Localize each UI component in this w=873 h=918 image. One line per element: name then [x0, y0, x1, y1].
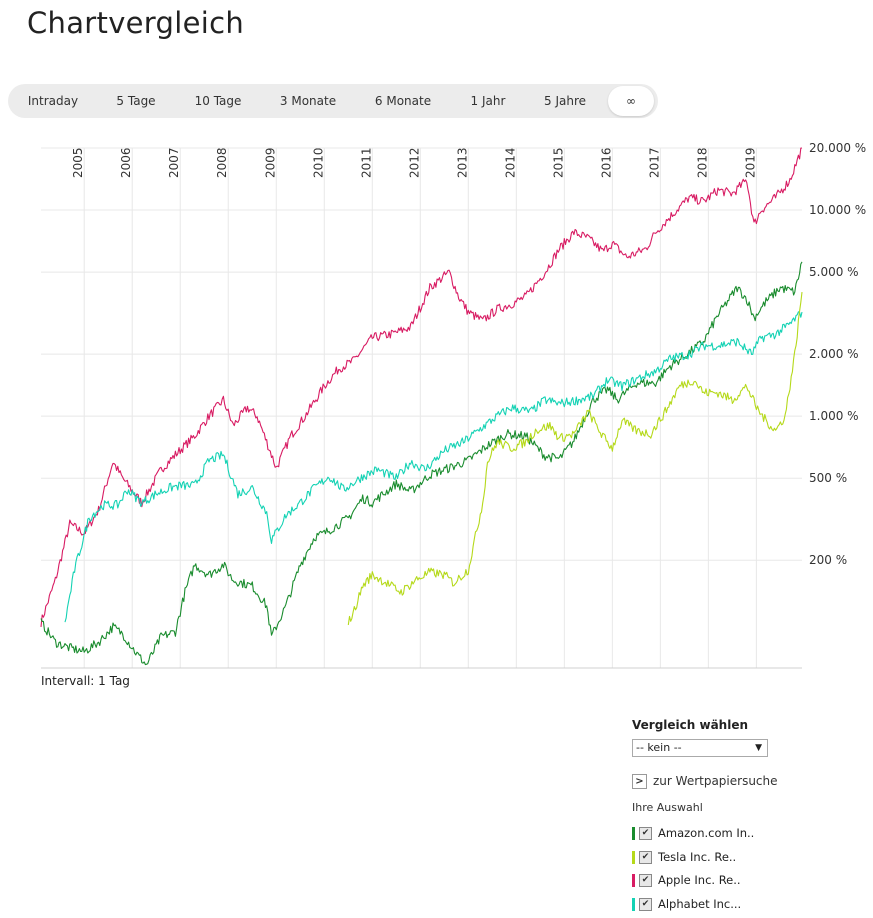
series-line: [347, 292, 803, 626]
x-tick-label: 2017: [647, 147, 661, 178]
range-tab[interactable]: 6 Monate: [374, 94, 432, 108]
series-checkbox[interactable]: ✔: [639, 898, 652, 911]
legend-item[interactable]: ✔ Amazon.com In..: [632, 825, 754, 841]
y-tick-label: 200 %: [809, 553, 847, 567]
series-checkbox[interactable]: ✔: [639, 851, 652, 864]
series-checkbox[interactable]: ✔: [639, 874, 652, 887]
chevron-right-icon: >: [632, 774, 647, 789]
compare-select[interactable]: -- kein -- ▼: [632, 739, 768, 757]
x-tick-label: 2011: [359, 147, 373, 178]
series-label: Amazon.com In..: [658, 826, 755, 840]
series-color-swatch: [632, 851, 635, 864]
series-line: [40, 261, 803, 666]
range-tab[interactable]: Intraday: [27, 94, 79, 108]
range-tab[interactable]: 3 Monate: [279, 94, 337, 108]
x-tick-label: 2006: [119, 147, 133, 178]
compare-panel: Vergleich wählen -- kein -- ▼ > zur Wertp…: [632, 718, 872, 911]
x-tick-label: 2005: [71, 147, 85, 178]
x-tick-label: 2007: [167, 147, 181, 178]
legend-item[interactable]: ✔ Tesla Inc. Re..: [632, 849, 736, 865]
dropdown-arrow-icon: ▼: [755, 743, 762, 753]
x-tick-label: 2013: [455, 147, 469, 178]
y-tick-label: 2.000 %: [809, 347, 859, 361]
page-title: Chartvergleich: [27, 6, 244, 40]
legend-item[interactable]: ✔ Apple Inc. Re..: [632, 872, 741, 888]
x-tick-label: 2009: [263, 147, 277, 178]
x-tick-label: 2016: [599, 147, 613, 178]
selection-label: Ihre Auswahl: [632, 801, 703, 814]
x-tick-label: 2012: [407, 147, 421, 178]
series-label: Tesla Inc. Re..: [658, 850, 737, 864]
x-tick-label: 2015: [551, 147, 565, 178]
security-search-label: zur Wertpapiersuche: [653, 774, 778, 788]
x-tick-label: 2010: [311, 147, 325, 178]
y-tick-label: 10.000 %: [809, 203, 866, 217]
time-range-tabs: Intraday 5 Tage 10 Tage 3 Monate 6 Monate 1 J…: [8, 84, 658, 118]
legend-item[interactable]: ✔ Alphabet Inc...: [632, 896, 741, 912]
series-label: Apple Inc. Re..: [658, 873, 741, 887]
range-tab[interactable]: 10 Tage: [194, 94, 242, 108]
range-tab[interactable]: ∞: [608, 86, 654, 116]
x-tick-label: 2014: [503, 147, 517, 178]
x-tick-label: 2019: [743, 147, 757, 178]
compare-select-value: -- kein --: [636, 741, 682, 754]
y-tick-label: 20.000 %: [809, 141, 866, 155]
series-color-swatch: [632, 874, 635, 887]
interval-label: Intervall: 1 Tag: [41, 674, 130, 688]
range-tab[interactable]: 5 Tage: [116, 94, 156, 108]
security-search-link[interactable]: > zur Wertpapiersuche: [632, 774, 778, 790]
series-line: [64, 311, 803, 623]
comparison-chart: 2005 2006 2007 2008 2009 2010 2011 2012 2013 2014…: [40, 141, 866, 669]
series-checkbox[interactable]: ✔: [639, 827, 652, 840]
range-tab[interactable]: 5 Jahre: [544, 94, 586, 108]
series-color-swatch: [632, 827, 635, 840]
series-line: [40, 147, 803, 627]
range-tab[interactable]: 1 Jahr: [470, 94, 506, 108]
y-tick-label: 5.000 %: [809, 265, 859, 279]
x-tick-label: 2008: [215, 147, 229, 178]
x-tick-label: 2018: [695, 147, 709, 178]
series-label: Alphabet Inc...: [658, 897, 742, 911]
series-color-swatch: [632, 898, 635, 911]
y-tick-label: 500 %: [809, 471, 847, 485]
y-tick-label: 1.000 %: [809, 409, 859, 423]
compare-title: Vergleich wählen: [632, 718, 748, 732]
